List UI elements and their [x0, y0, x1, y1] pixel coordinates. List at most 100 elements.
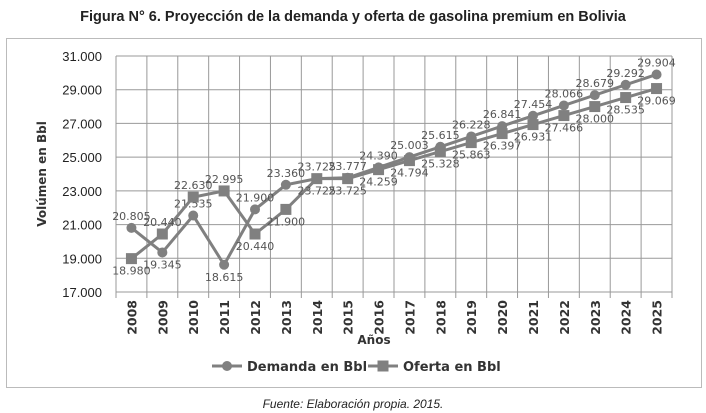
data-point-demanda — [528, 110, 538, 121]
data-point-demanda — [126, 222, 137, 233]
data-point-demanda — [558, 100, 569, 111]
data-point-oferta — [651, 83, 663, 95]
x-tick-label: 2011 — [217, 300, 232, 335]
data-label: 18.980 — [112, 265, 151, 278]
data-label: 25.003 — [390, 139, 429, 152]
data-point-demanda — [157, 247, 168, 258]
data-point-oferta — [342, 173, 354, 185]
data-label: 28.535 — [606, 104, 645, 117]
x-tick-label: 2019 — [464, 300, 479, 335]
data-label: 23.725 — [298, 185, 337, 198]
x-tick-label: 2025 — [650, 300, 665, 335]
data-label: 20.805 — [112, 210, 151, 223]
data-point-demanda — [280, 179, 291, 190]
data-label: 24.794 — [390, 167, 429, 180]
y-tick-label: 25.000 — [62, 150, 102, 165]
data-point-oferta — [311, 173, 323, 185]
x-axis-label: Años — [357, 333, 390, 347]
data-point-oferta — [589, 101, 601, 113]
data-label: 28.000 — [576, 113, 615, 126]
data-label: 26.228 — [452, 118, 491, 131]
data-label: 26.841 — [483, 108, 522, 121]
legend-label: Oferta en Bbl — [403, 360, 501, 375]
data-point-oferta — [125, 253, 137, 265]
legend-circle-marker — [222, 361, 232, 371]
data-label: 28.679 — [576, 77, 615, 90]
data-label: 20.440 — [236, 240, 275, 253]
chart-title: Figura N° 6. Proyección de la demanda y … — [80, 9, 626, 25]
x-tick-label: 2009 — [155, 300, 170, 335]
series-line-demanda — [130, 73, 658, 268]
y-tick-label: 23.000 — [62, 184, 102, 199]
y-tick-label: 27.000 — [62, 116, 102, 131]
data-point-oferta — [465, 137, 477, 149]
legend-label: Demanda en Bbl — [247, 360, 367, 375]
x-tick-label: 2013 — [279, 300, 294, 335]
data-point-demanda — [589, 90, 600, 101]
data-label: 23.725 — [328, 185, 367, 198]
x-tick-label: 2020 — [495, 300, 510, 335]
data-point-demanda — [620, 79, 631, 90]
x-tick-label: 2015 — [341, 300, 356, 335]
source-note: Fuente: Elaboración propia. 2015. — [262, 397, 444, 411]
data-label: 21.900 — [236, 191, 275, 204]
data-point-oferta — [496, 128, 508, 140]
data-point-oferta — [558, 110, 570, 122]
data-label: 23.725 — [298, 161, 337, 174]
data-point-oferta — [187, 191, 199, 203]
x-tick-label: 2024 — [619, 300, 634, 335]
data-point-oferta — [434, 146, 446, 158]
x-tick-label: 2008 — [124, 300, 139, 335]
x-tick-label: 2023 — [588, 300, 603, 335]
data-label: 26.397 — [483, 140, 522, 153]
data-label: 29.292 — [606, 67, 645, 80]
data-label: 27.466 — [545, 122, 584, 135]
data-point-oferta — [373, 164, 385, 176]
y-tick-label: 29.000 — [62, 83, 102, 98]
data-label: 27.454 — [514, 98, 553, 111]
data-label: 21.900 — [267, 215, 306, 228]
data-point-oferta — [218, 185, 230, 197]
data-label: 29.904 — [637, 56, 676, 69]
x-tick-label: 2016 — [372, 300, 387, 335]
data-label: 19.345 — [143, 258, 182, 271]
data-point-demanda — [219, 259, 230, 270]
data-point-oferta — [527, 119, 539, 131]
data-label: 22.995 — [205, 173, 244, 186]
y-tick-label: 21.000 — [62, 218, 102, 233]
data-label: 18.615 — [205, 271, 244, 284]
data-label: 20.440 — [143, 216, 182, 229]
data-point-oferta — [403, 155, 415, 167]
data-label: 23.777 — [328, 160, 367, 173]
data-label: 28.066 — [545, 87, 584, 100]
legend-square-marker — [377, 360, 389, 372]
data-point-oferta — [280, 203, 292, 215]
data-point-oferta — [620, 92, 632, 104]
x-tick-label: 2021 — [526, 300, 541, 335]
chart-frame — [6, 38, 702, 388]
data-label: 25.615 — [421, 129, 460, 142]
x-tick-label: 2017 — [402, 300, 417, 335]
data-point-oferta — [156, 228, 168, 240]
data-point-demanda — [651, 69, 662, 80]
data-point-oferta — [249, 228, 261, 240]
y-axis-label: Volúmen en Bbl — [35, 121, 49, 227]
x-tick-label: 2010 — [186, 300, 201, 335]
y-tick-label: 19.000 — [62, 251, 102, 266]
data-point-demanda — [250, 204, 260, 215]
x-tick-label: 2018 — [433, 300, 448, 335]
data-label: 29.069 — [637, 95, 676, 108]
x-tick-label: 2012 — [248, 300, 263, 335]
data-label: 22.630 — [174, 179, 213, 192]
data-label: 25.863 — [452, 149, 491, 162]
data-point-demanda — [188, 210, 199, 221]
data-label: 24.259 — [359, 176, 398, 189]
x-tick-label: 2022 — [557, 300, 572, 335]
y-tick-label: 31.000 — [62, 49, 102, 64]
data-label: 23.360 — [267, 167, 306, 180]
x-tick-label: 2014 — [310, 300, 325, 335]
data-label: 26.931 — [514, 131, 553, 144]
data-label: 24.390 — [359, 149, 398, 162]
data-label: 25.328 — [421, 158, 460, 171]
